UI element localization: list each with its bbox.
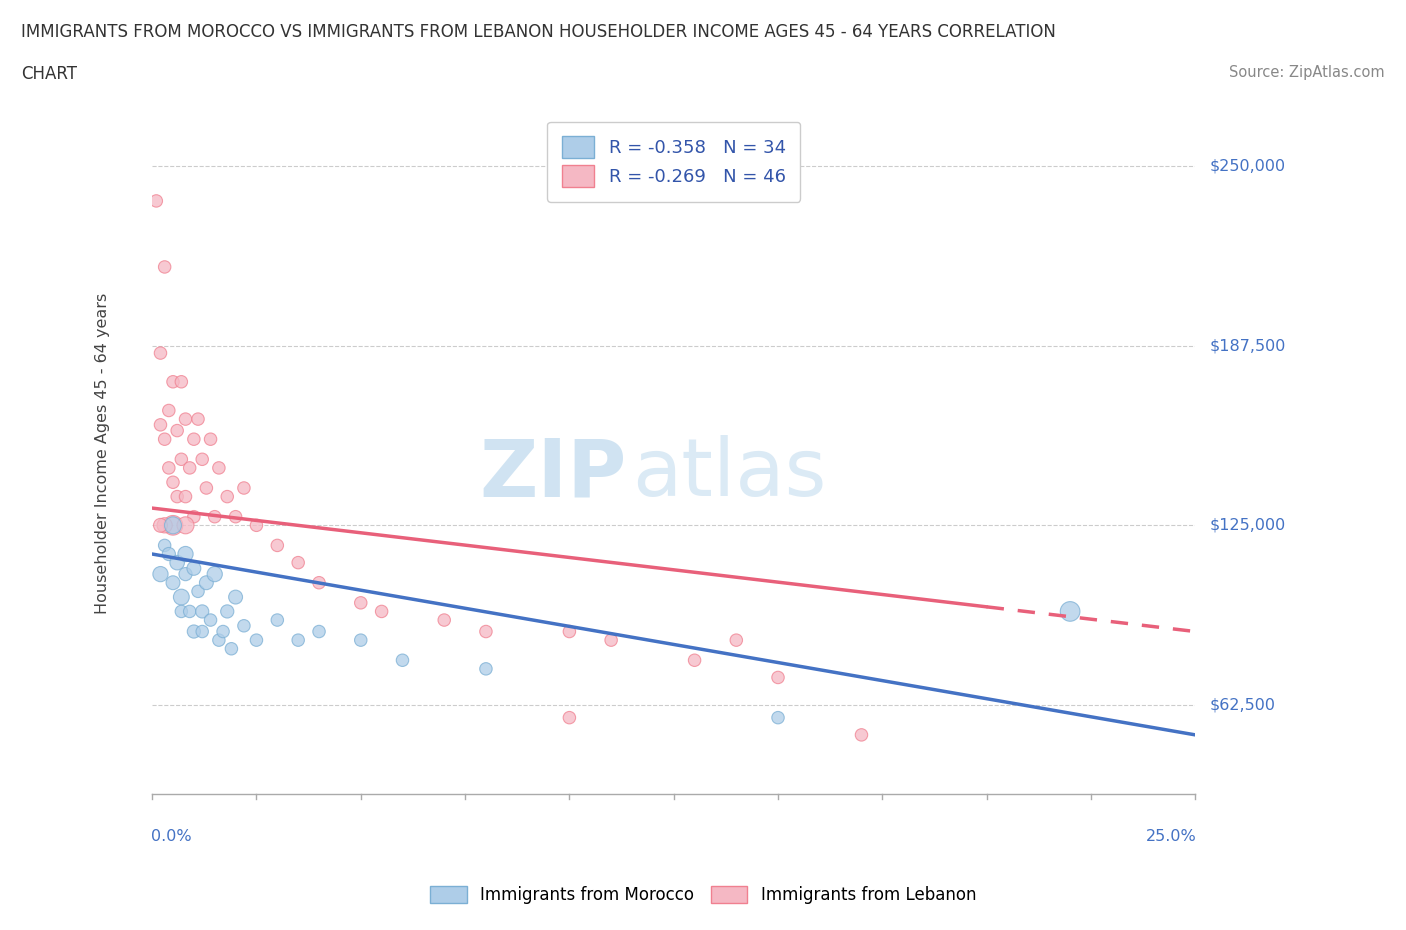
Text: CHART: CHART — [21, 65, 77, 83]
Point — [208, 460, 231, 475]
Point — [183, 510, 205, 525]
Text: $250,000: $250,000 — [1209, 159, 1285, 174]
Text: $62,500: $62,500 — [1209, 698, 1275, 712]
Point — [157, 403, 180, 418]
Text: Source: ZipAtlas.com: Source: ZipAtlas.com — [1229, 65, 1385, 80]
Point — [266, 613, 288, 628]
Point — [225, 590, 247, 604]
Point — [391, 653, 413, 668]
Point — [183, 624, 205, 639]
Point — [174, 566, 197, 581]
Point — [149, 518, 172, 533]
Point — [149, 418, 172, 432]
Point — [162, 475, 184, 490]
Point — [162, 518, 184, 533]
Point — [308, 576, 330, 591]
Point — [200, 432, 222, 446]
Point — [157, 460, 180, 475]
Text: IMMIGRANTS FROM MOROCCO VS IMMIGRANTS FROM LEBANON HOUSEHOLDER INCOME AGES 45 - : IMMIGRANTS FROM MOROCCO VS IMMIGRANTS FR… — [21, 23, 1056, 41]
Point — [195, 576, 218, 591]
Point — [245, 632, 267, 647]
Point — [475, 624, 498, 639]
Point — [225, 510, 247, 525]
Point — [191, 624, 214, 639]
Point — [766, 711, 789, 725]
Point — [370, 604, 392, 618]
Point — [174, 489, 197, 504]
Point — [475, 661, 498, 676]
Point — [204, 566, 226, 581]
Point — [179, 460, 201, 475]
Point — [153, 518, 176, 533]
Point — [195, 481, 218, 496]
Point — [183, 561, 205, 576]
Point — [232, 481, 254, 496]
Point — [149, 346, 172, 361]
Point — [153, 538, 176, 552]
Point — [433, 613, 456, 628]
Point — [217, 604, 239, 618]
Point — [153, 432, 176, 446]
Point — [200, 613, 222, 628]
Point — [558, 624, 581, 639]
Text: 0.0%: 0.0% — [150, 829, 191, 844]
Point — [266, 538, 288, 552]
Text: Householder Income Ages 45 - 64 years: Householder Income Ages 45 - 64 years — [94, 293, 110, 614]
Point — [166, 423, 188, 438]
Point — [600, 632, 623, 647]
Point — [350, 595, 373, 610]
Point — [174, 547, 197, 562]
Point — [350, 632, 373, 647]
Point — [157, 547, 180, 562]
Point — [174, 412, 197, 427]
Point — [851, 727, 873, 742]
Point — [170, 375, 193, 390]
Point — [287, 632, 309, 647]
Point — [191, 604, 214, 618]
Point — [166, 555, 188, 570]
Point — [725, 632, 748, 647]
Point — [221, 642, 243, 657]
Legend: R = -0.358   N = 34, R = -0.269   N = 46: R = -0.358 N = 34, R = -0.269 N = 46 — [547, 122, 800, 202]
Text: 25.0%: 25.0% — [1146, 829, 1197, 844]
Point — [162, 576, 184, 591]
Point — [308, 624, 330, 639]
Point — [179, 604, 201, 618]
Point — [145, 193, 167, 208]
Text: $125,000: $125,000 — [1209, 518, 1285, 533]
Point — [170, 590, 193, 604]
Point — [149, 566, 172, 581]
Point — [170, 452, 193, 467]
Point — [212, 624, 235, 639]
Point — [162, 518, 184, 533]
Legend: Immigrants from Morocco, Immigrants from Lebanon: Immigrants from Morocco, Immigrants from… — [422, 878, 984, 912]
Point — [153, 259, 176, 274]
Point — [287, 555, 309, 570]
Point — [174, 518, 197, 533]
Point — [683, 653, 706, 668]
Point — [232, 618, 254, 633]
Point — [217, 489, 239, 504]
Point — [187, 412, 209, 427]
Text: $187,500: $187,500 — [1209, 339, 1285, 353]
Point — [170, 604, 193, 618]
Point — [187, 584, 209, 599]
Point — [191, 452, 214, 467]
Point — [1059, 604, 1081, 618]
Point — [204, 510, 226, 525]
Point — [162, 375, 184, 390]
Point — [766, 670, 789, 684]
Text: atlas: atlas — [631, 435, 827, 513]
Point — [245, 518, 267, 533]
Point — [558, 711, 581, 725]
Point — [208, 632, 231, 647]
Text: ZIP: ZIP — [479, 435, 627, 513]
Point — [166, 489, 188, 504]
Point — [183, 432, 205, 446]
